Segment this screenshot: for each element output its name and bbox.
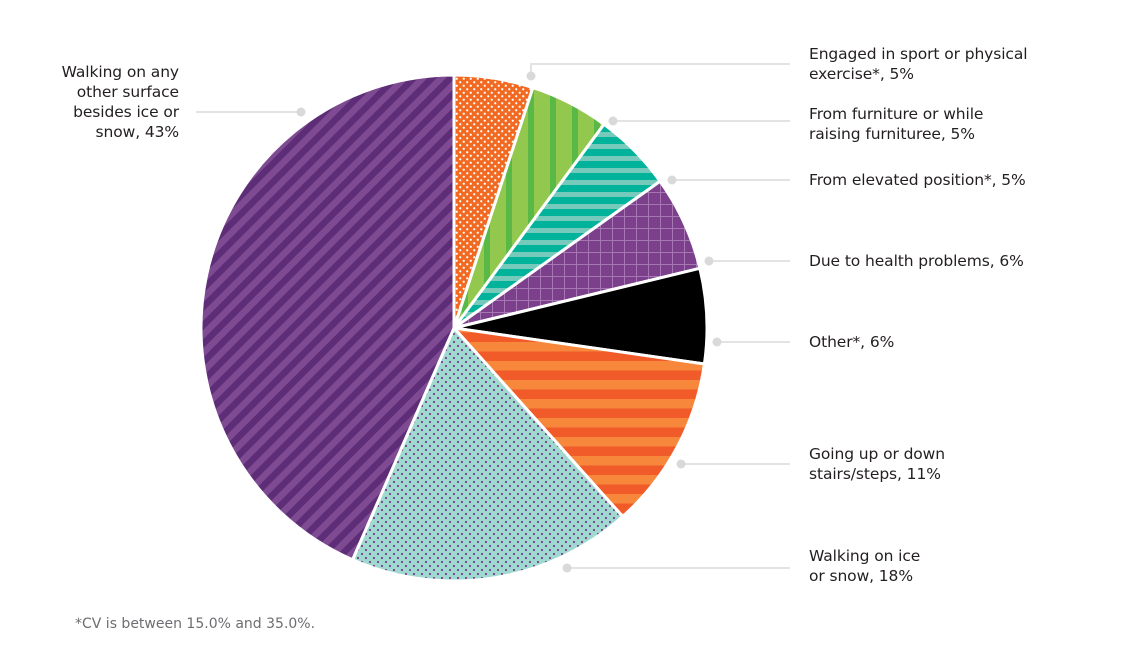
leader-dot-elevated xyxy=(667,175,677,185)
label-sport-line2: exercise*, 5% xyxy=(809,65,914,83)
pie-slice-stairs xyxy=(452,326,706,519)
label-stairs-line1: Going up or down xyxy=(809,445,945,463)
label-elevated: From elevated position*, 5% xyxy=(809,170,1026,190)
label-sport: Engaged in sport or physical exercise*, … xyxy=(809,44,1028,84)
label-health: Due to health problems, 6% xyxy=(809,251,1024,271)
footnote: *CV is between 15.0% and 35.0%. xyxy=(75,616,316,632)
leader-line-sport xyxy=(530,63,790,76)
label-furniture: From furniture or while raising furnitur… xyxy=(809,104,983,144)
label-walking-line3: besides ice or xyxy=(73,103,179,121)
label-ice-line2: or snow, 18% xyxy=(809,567,913,585)
label-other: Other*, 6% xyxy=(809,332,894,352)
leader-dot-ice xyxy=(562,563,572,573)
leader-dots xyxy=(296,71,722,573)
pie-slices xyxy=(199,73,709,583)
label-walking-line1: Walking on any xyxy=(61,63,179,81)
label-stairs: Going up or down stairs/steps, 11% xyxy=(809,444,945,484)
label-stairs-line2: stairs/steps, 11% xyxy=(809,465,941,483)
leader-dot-walking xyxy=(296,107,306,117)
label-elevated-line1: From elevated position*, 5% xyxy=(809,171,1026,189)
label-health-line1: Due to health problems, 6% xyxy=(809,252,1024,270)
label-walking-line2: other surface xyxy=(76,83,179,101)
pie-slice-walking xyxy=(199,73,456,562)
pie-slice-ice xyxy=(351,326,625,583)
leader-dot-sport xyxy=(526,71,536,81)
label-furniture-line2: raising furnituree, 5% xyxy=(809,125,975,143)
leader-dot-health xyxy=(704,256,714,266)
label-other-line1: Other*, 6% xyxy=(809,333,895,351)
leader-dot-stairs xyxy=(676,459,686,469)
label-walking: Walking on any other surface besides ice… xyxy=(62,62,179,142)
label-walking-line4: snow, 43% xyxy=(95,123,180,141)
label-ice: Walking on ice or snow, 18% xyxy=(809,546,920,586)
leader-dot-furniture xyxy=(608,116,618,126)
label-sport-line1: Engaged in sport or physical xyxy=(809,45,1028,63)
leader-dot-other xyxy=(712,337,722,347)
label-ice-line1: Walking on ice xyxy=(809,547,921,565)
label-furniture-line1: From furniture or while xyxy=(809,105,984,123)
